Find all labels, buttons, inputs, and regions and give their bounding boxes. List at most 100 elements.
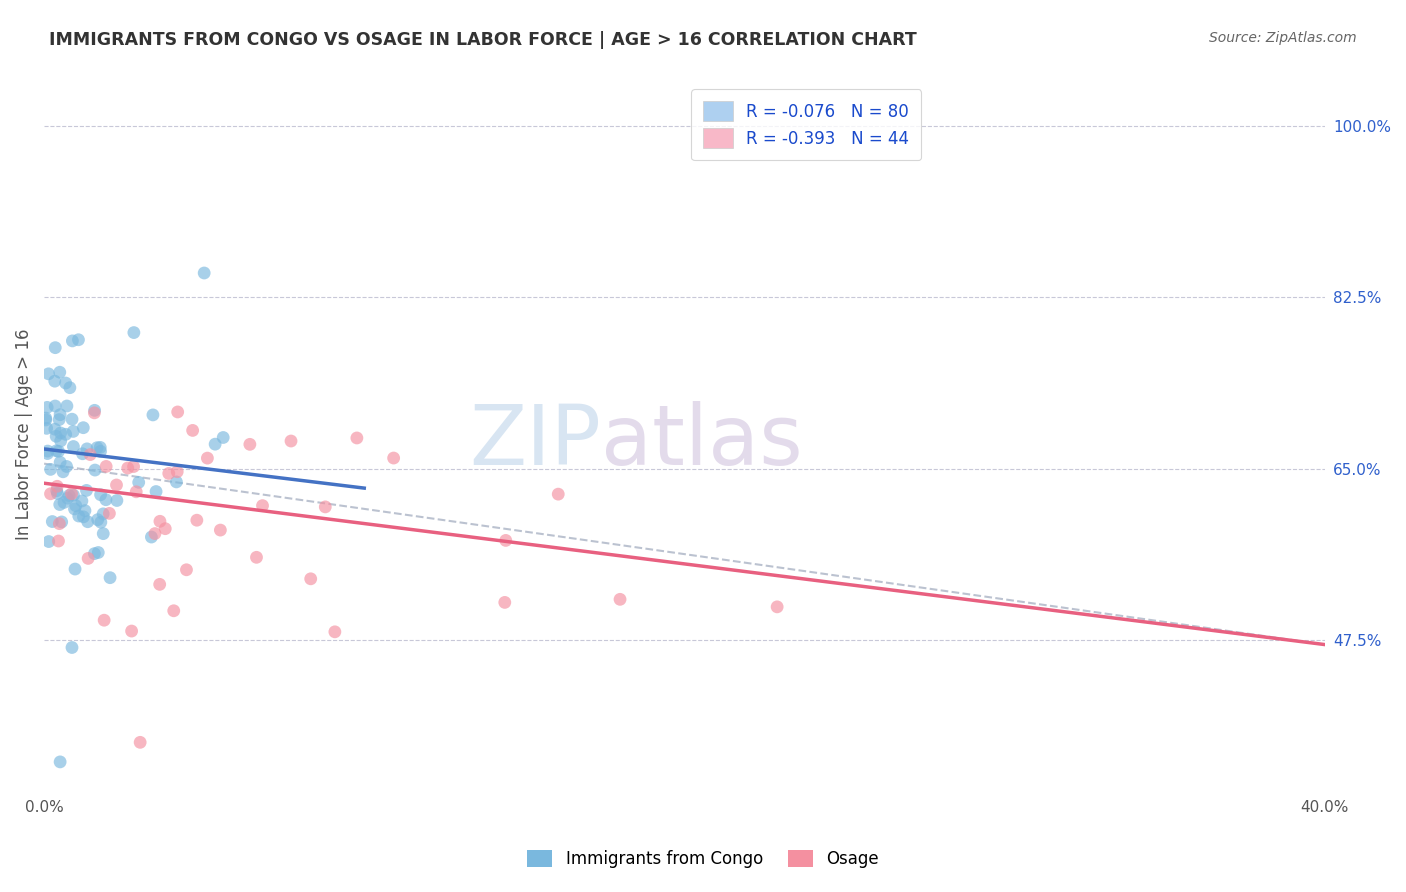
Point [44,422,66,436]
Point [46,479,69,493]
Point [41,515,63,529]
Point [53,495,76,509]
Text: Source: ZipAtlas.com: Source: ZipAtlas.com [1209,31,1357,45]
Point [766,599,789,614]
Point [382,450,405,465]
Point [49,408,72,422]
Point [48,534,70,549]
Point [181,424,204,438]
Point [91,507,114,521]
Point [67,509,90,524]
Text: ZIP: ZIP [470,401,602,482]
Point [63,562,86,576]
Point [122,459,145,474]
Point [141,530,163,544]
Point [547,487,569,501]
Point [86,513,108,527]
Point [49,455,72,469]
Point [145,484,167,499]
Point [76,483,98,498]
Point [45,443,67,458]
Point [77,551,100,566]
Point [87,545,110,559]
Point [56,491,79,506]
Point [55,427,77,442]
Point [96,459,118,474]
Point [37,446,59,460]
Point [98,507,121,521]
Point [44,374,66,388]
Point [84,463,107,477]
Point [346,431,368,445]
Point [239,437,262,451]
Point [65,499,87,513]
Point [55,459,77,474]
Point [314,500,336,514]
Point [79,448,101,462]
Point [143,526,166,541]
Point [46,486,69,500]
Point [91,526,114,541]
Point [212,430,235,444]
Point [35,411,58,425]
Point [76,442,98,456]
Point [44,399,66,413]
Legend: R = -0.076   N = 80, R = -0.393   N = 44: R = -0.076 N = 80, R = -0.393 N = 44 [692,89,921,160]
Point [94,492,117,507]
Point [39,462,62,476]
Point [128,475,150,490]
Point [35,421,58,435]
Point [52,465,75,479]
Point [49,365,72,379]
Point [39,487,62,501]
Point [49,755,72,769]
Point [83,547,105,561]
Point [323,624,346,639]
Point [86,441,108,455]
Point [67,333,90,347]
Point [121,624,143,638]
Point [49,425,72,440]
Point [83,403,105,417]
Point [62,425,84,439]
Text: atlas: atlas [602,401,803,482]
Point [163,604,186,618]
Point [35,413,58,427]
Point [105,493,128,508]
Point [252,499,274,513]
Point [280,434,302,448]
Point [193,266,215,280]
Point [44,341,66,355]
Point [59,381,82,395]
Point [60,487,83,501]
Point [166,405,188,419]
Point [197,451,219,466]
Point [165,475,187,489]
Point [204,437,226,451]
Point [37,367,59,381]
Point [70,494,93,508]
Point [129,735,152,749]
Point [55,376,77,390]
Point [48,412,70,426]
Point [245,550,267,565]
Point [609,592,631,607]
Legend: Immigrants from Congo, Osage: Immigrants from Congo, Osage [520,843,886,875]
Point [117,461,139,475]
Point [149,577,172,591]
Point [76,515,98,529]
Point [157,467,180,481]
Point [51,515,73,529]
Point [38,534,60,549]
Point [155,522,177,536]
Point [73,503,96,517]
Point [209,523,232,537]
Point [49,434,72,448]
Y-axis label: In Labor Force | Age > 16: In Labor Force | Age > 16 [15,328,32,540]
Point [72,509,94,524]
Point [48,498,70,512]
Point [176,563,198,577]
Point [186,513,208,527]
Point [142,408,165,422]
Point [98,571,121,585]
